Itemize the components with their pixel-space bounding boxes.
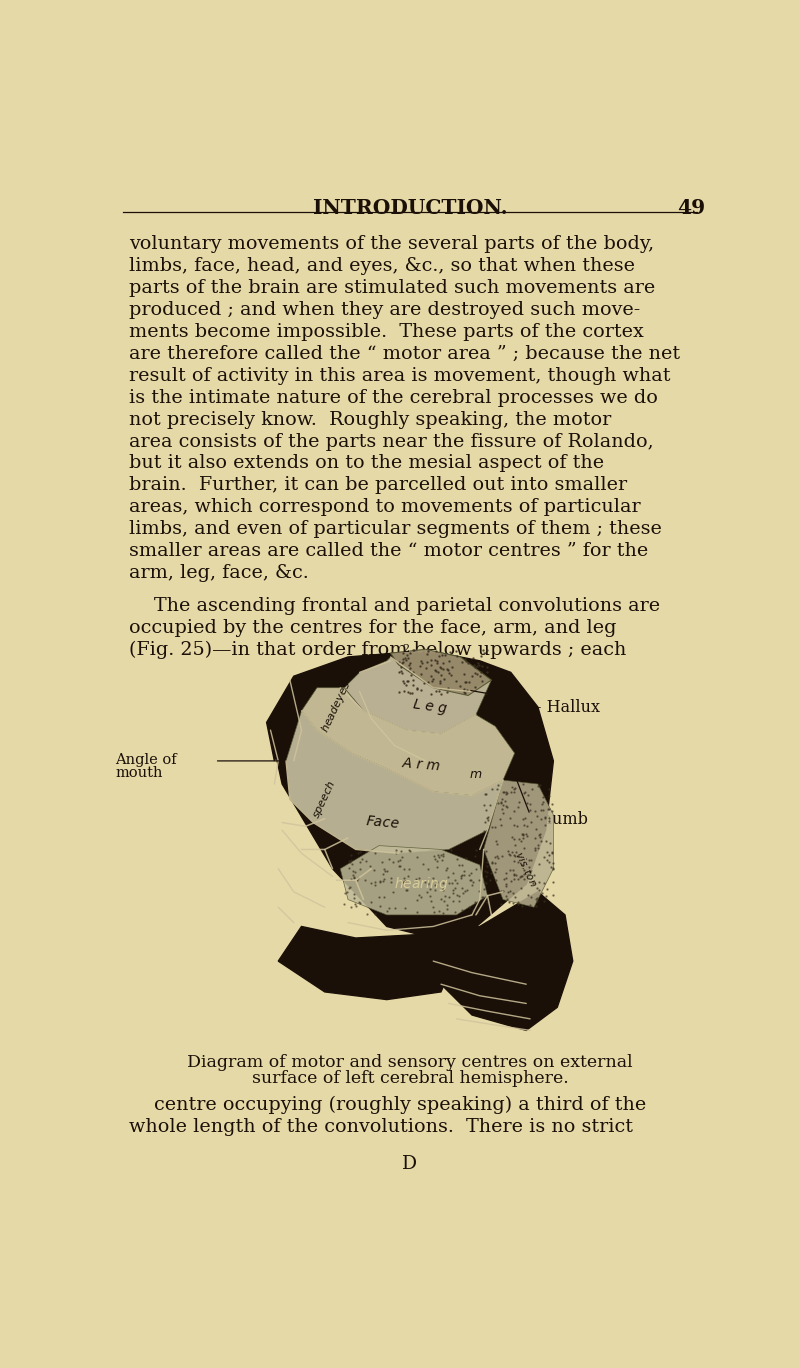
Polygon shape	[278, 919, 472, 1000]
Text: parts of the brain are stimulated such movements are: parts of the brain are stimulated such m…	[130, 279, 656, 297]
Text: produced ; and when they are destroyed such move-: produced ; and when they are destroyed s…	[130, 301, 641, 319]
Text: 49: 49	[678, 198, 706, 218]
Text: Angle of: Angle of	[115, 754, 177, 767]
Text: 2: 2	[402, 644, 410, 654]
Text: $\it{A\ r\ m}$: $\it{A\ r\ m}$	[402, 757, 442, 773]
Text: ments become impossible.  These parts of the cortex: ments become impossible. These parts of …	[130, 323, 644, 341]
Text: The ascending frontal and parietal convolutions are: The ascending frontal and parietal convo…	[154, 596, 660, 614]
Text: FIG. 25.: FIG. 25.	[374, 670, 446, 688]
Text: (Fig. 25)—in that order from below upwards ; each: (Fig. 25)—in that order from below upwar…	[130, 640, 627, 659]
Text: but it also extends on to the mesial aspect of the: but it also extends on to the mesial asp…	[130, 454, 605, 472]
Text: area consists of the parts near the fissure of Rolando,: area consists of the parts near the fiss…	[130, 432, 654, 450]
Text: - Hallux: - Hallux	[535, 699, 599, 715]
Text: are therefore called the “ motor area ” ; because the net: are therefore called the “ motor area ” …	[130, 345, 681, 363]
Text: smaller areas are called the “ motor centres ” for the: smaller areas are called the “ motor cen…	[130, 542, 649, 561]
Text: $\it{head eyes}$: $\it{head eyes}$	[318, 679, 354, 735]
Text: Thumb: Thumb	[532, 811, 589, 828]
Text: $\it{vis. ton}$: $\it{vis. ton}$	[513, 850, 540, 888]
Text: surface of left cerebral hemisphere.: surface of left cerebral hemisphere.	[252, 1070, 568, 1088]
Polygon shape	[340, 845, 487, 915]
Text: whole length of the convolutions.  There is no strict: whole length of the convolutions. There …	[130, 1118, 634, 1135]
Polygon shape	[286, 711, 503, 854]
Text: mouth: mouth	[115, 766, 163, 780]
Polygon shape	[426, 892, 573, 1030]
Text: limbs, face, head, and eyes, &c., so that when these: limbs, face, head, and eyes, &c., so tha…	[130, 257, 635, 275]
Polygon shape	[484, 780, 554, 907]
Polygon shape	[390, 650, 491, 695]
Polygon shape	[266, 653, 554, 938]
Text: $\it{m}$: $\it{m}$	[470, 769, 482, 781]
Text: $\it{L\ e\ g}$: $\it{L\ e\ g}$	[410, 696, 448, 718]
Text: occupied by the centres for the face, arm, and leg: occupied by the centres for the face, ar…	[130, 618, 617, 637]
Text: $\it{Face}$: $\it{Face}$	[366, 814, 401, 830]
Text: $\it{speech}$: $\it{speech}$	[310, 778, 340, 821]
Text: arm, leg, face, &c.: arm, leg, face, &c.	[130, 564, 309, 583]
Text: brain.  Further, it can be parcelled out into smaller: brain. Further, it can be parcelled out …	[130, 476, 627, 494]
Text: voluntary movements of the several parts of the body,: voluntary movements of the several parts…	[130, 235, 654, 253]
Text: result of activity in this area is movement, though what: result of activity in this area is movem…	[130, 367, 671, 384]
Text: not precisely know.  Roughly speaking, the motor: not precisely know. Roughly speaking, th…	[130, 410, 612, 428]
Text: limbs, and even of particular segments of them ; these: limbs, and even of particular segments o…	[130, 520, 662, 538]
Text: Diagram of motor and sensory centres on external: Diagram of motor and sensory centres on …	[187, 1053, 633, 1071]
Polygon shape	[344, 657, 491, 735]
Text: D: D	[402, 1155, 418, 1174]
Text: is the intimate nature of the cerebral processes we do: is the intimate nature of the cerebral p…	[130, 389, 658, 406]
Text: $\it{hearing}$: $\it{hearing}$	[394, 876, 449, 893]
Polygon shape	[302, 688, 514, 796]
Text: INTRODUCTION.: INTRODUCTION.	[313, 198, 507, 218]
Text: centre occupying (roughly speaking) a third of the: centre occupying (roughly speaking) a th…	[154, 1096, 646, 1114]
Text: areas, which correspond to movements of particular: areas, which correspond to movements of …	[130, 498, 641, 516]
